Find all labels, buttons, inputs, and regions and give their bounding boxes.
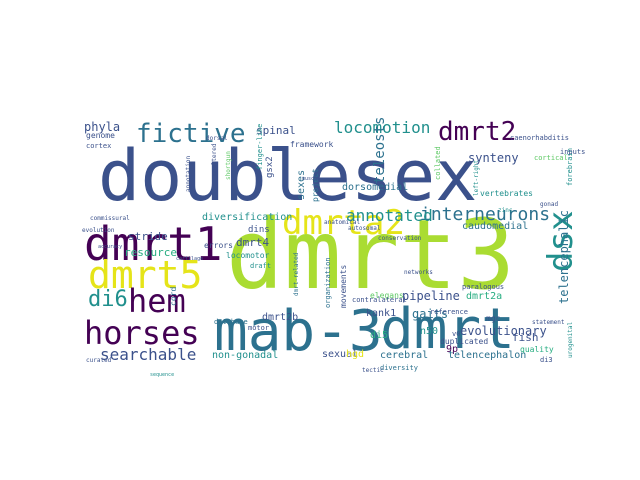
cloud-word: project — [311, 168, 320, 202]
cloud-word: framework — [290, 140, 334, 149]
cloud-word: sequence — [150, 372, 174, 378]
cloud-word: annotated — [346, 206, 433, 225]
cloud-word: dorsal — [206, 135, 228, 142]
cloud-word: muscle — [302, 176, 320, 182]
cloud-word: kank1 — [366, 308, 396, 319]
cloud-word: dmrt2a — [466, 291, 502, 302]
cloud-word: motor — [248, 324, 269, 332]
cloud-word: di3 — [540, 356, 553, 364]
cloud-word: networks — [404, 269, 433, 276]
cloud-word: duplicated — [440, 337, 488, 346]
cloud-word: resource — [124, 246, 177, 259]
cloud-word: cortex — [86, 142, 111, 150]
cloud-word: genome — [86, 131, 115, 140]
cloud-word: gonad — [540, 201, 558, 208]
cloud-word: caudomedial — [462, 221, 528, 232]
cloud-word: dmrt1 — [84, 217, 222, 271]
cloud-word: hem — [128, 282, 186, 320]
cloud-word: movements — [339, 264, 348, 308]
cloud-word: teleosts — [372, 117, 388, 184]
cloud-word: dsx — [541, 211, 581, 272]
cloud-word: mgc — [486, 314, 501, 323]
cloud-word: shortgun — [225, 151, 232, 180]
cloud-word: cord — [169, 287, 178, 306]
cloud-word: diversity — [380, 364, 418, 372]
cloud-word: commissural — [90, 215, 130, 222]
cloud-word: vertebrates — [480, 189, 533, 198]
cloud-word: autosomal — [348, 225, 381, 232]
cloud-word: dorsomedial — [342, 182, 408, 193]
cloud-word: hgd — [346, 349, 364, 360]
cloud-word: gsx2 — [265, 156, 275, 178]
cloud-word: dmrt5 — [88, 253, 202, 297]
cloud-word: errors — [204, 241, 233, 250]
cloud-word: dmrt4 — [236, 236, 269, 249]
cloud-word: curated — [86, 357, 112, 364]
cloud-word: database — [214, 318, 248, 326]
cloud-word: anatomical — [324, 219, 361, 226]
cloud-word: accuracy — [98, 244, 122, 250]
cloud-word: horses — [84, 314, 200, 352]
cloud-word: dmrt-related — [293, 252, 300, 296]
cloud-word: caenorhabditis — [510, 134, 569, 142]
cloud-word: telencephalic — [557, 210, 571, 304]
cloud-word: conservation — [378, 235, 422, 242]
cloud-word: fish — [512, 331, 539, 344]
cloud-word: fictive — [136, 119, 246, 149]
cloud-word: cartilage — [176, 256, 203, 262]
cloud-word: left-right — [473, 159, 480, 196]
cloud-word: dmrt — [380, 297, 515, 362]
cloud-word: synteny — [468, 151, 519, 165]
cloud-word: sexual — [322, 349, 358, 360]
cloud-word: dins — [248, 225, 270, 235]
cloud-word: unaltered — [211, 143, 218, 176]
cloud-word: urogenital — [567, 321, 574, 358]
cloud-word: quality — [520, 345, 554, 354]
cloud-word: searchable — [100, 345, 196, 364]
cloud-word: dmrt2b — [262, 312, 298, 323]
cloud-word: interneurons — [420, 204, 550, 225]
cloud-word: reference — [430, 308, 468, 316]
cloud-word: cortical — [534, 154, 568, 162]
cloud-word: locomotor — [226, 251, 270, 260]
cloud-word: tectic — [362, 367, 384, 374]
cloud-word: pipeline — [402, 289, 460, 303]
cloud-word: sexes — [296, 170, 307, 200]
cloud-word: inputs — [560, 148, 585, 156]
cloud-word: dmrta2 — [282, 203, 405, 243]
cloud-word: annotation — [185, 155, 192, 192]
cloud-word: cerebral — [380, 350, 428, 361]
cloud-word: contralateral — [352, 296, 407, 304]
cloud-word: locomotion — [334, 118, 430, 137]
cloud-word: v0 — [452, 330, 460, 338]
cloud-word: zinc — [498, 207, 513, 214]
cloud-word: forebrain — [566, 148, 574, 186]
cloud-word: n50 — [420, 326, 438, 337]
cloud-word: organization — [324, 257, 332, 308]
cloud-word: statement — [532, 319, 565, 326]
cloud-word: mab-3 — [214, 299, 383, 364]
cloud-word: collated — [434, 146, 442, 180]
cloud-word: 9p — [446, 344, 458, 355]
cloud-word: finger-like — [256, 124, 264, 170]
cloud-word: evolutionary — [460, 324, 547, 338]
cloud-word: evolution — [82, 227, 115, 234]
cloud-word: di6 — [88, 287, 128, 312]
cloud-word: draft — [250, 262, 271, 270]
cloud-word: elegans — [370, 291, 404, 300]
cloud-word: diversification — [202, 212, 292, 223]
cloud-word: dmrt3 — [226, 199, 515, 311]
cloud-word: spinal — [256, 124, 296, 137]
cloud-word: doublesex — [98, 135, 477, 217]
cloud-word: telencephalon — [448, 350, 526, 361]
cloud-word: gaits — [412, 307, 448, 321]
cloud-word: phyla — [84, 120, 120, 134]
cloud-word: di5 — [370, 330, 388, 341]
cloud-word: non-gonadal — [212, 350, 278, 361]
cloud-word: dmrt2 — [438, 117, 516, 147]
cloud-word: paralogous — [462, 283, 504, 291]
cloud-word: stride — [128, 230, 168, 243]
